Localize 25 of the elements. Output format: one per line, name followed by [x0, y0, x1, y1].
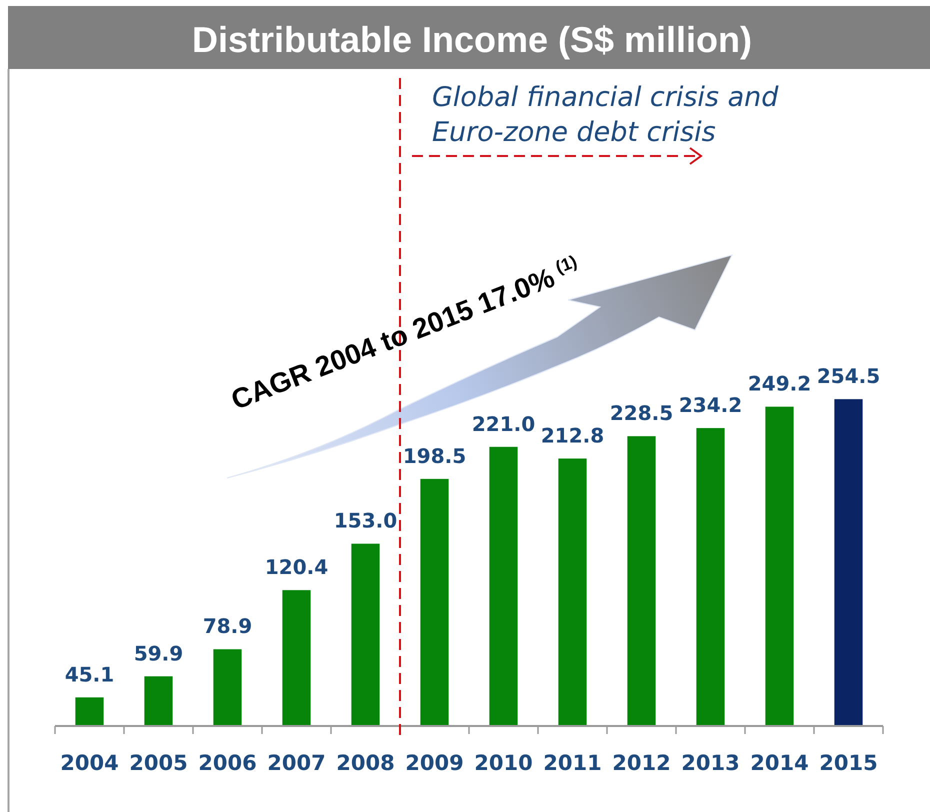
x-tick-label: 2010 — [474, 751, 533, 775]
x-tick-label: 2005 — [129, 751, 188, 775]
data-label: 198.5 — [402, 444, 466, 468]
x-tick-label: 2015 — [819, 751, 878, 775]
x-tick-label: 2004 — [60, 751, 119, 775]
ref-line-label: Global financial crisis and Euro-zone debt crisis — [432, 82, 780, 148]
data-label: 120.4 — [264, 555, 328, 580]
x-tick-label: 2008 — [336, 751, 395, 775]
data-label: 249.2 — [748, 372, 812, 396]
x-tick-label: 2012 — [612, 751, 671, 775]
data-label: 153.0 — [334, 508, 398, 533]
x-tick-label: 2013 — [681, 751, 740, 775]
data-label: 45.1 — [64, 662, 114, 686]
x-tick-label: 2014 — [750, 751, 809, 775]
x-tick-label: 2006 — [198, 751, 257, 775]
x-tick-label: 2007 — [267, 751, 326, 775]
data-label: 254.5 — [816, 364, 880, 388]
data-label: 228.5 — [610, 401, 674, 426]
chart-title: Distributable Income (S$ million) — [192, 19, 752, 60]
x-tick-label: 2011 — [543, 751, 602, 775]
data-label: 212.8 — [540, 424, 604, 448]
data-label: 59.9 — [134, 641, 184, 666]
x-tick-label: 2009 — [405, 751, 464, 775]
data-label: 234.2 — [678, 393, 742, 418]
data-label: 78.9 — [202, 614, 252, 638]
